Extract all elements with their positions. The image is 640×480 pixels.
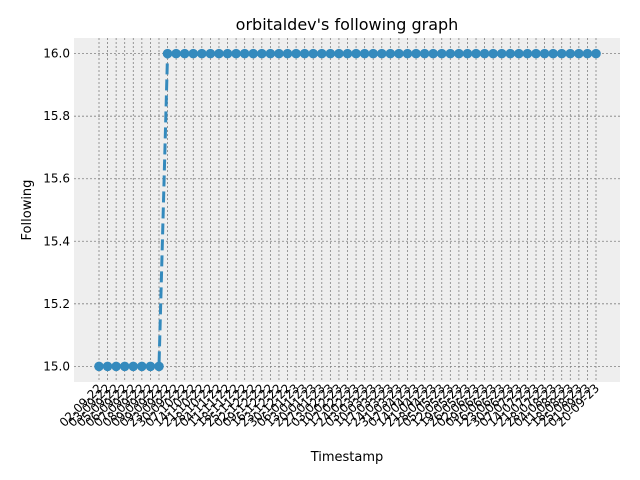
data-point (257, 48, 267, 59)
data-point (454, 48, 464, 59)
data-point (385, 48, 396, 59)
data-point (514, 48, 524, 59)
data-point (334, 48, 344, 59)
data-point (274, 48, 284, 59)
data-point (368, 48, 379, 59)
data-point (565, 48, 576, 59)
y-axis-ticks: 15.0 15.2 15.4 15.6 15.8 16.0 (43, 47, 70, 374)
data-point (188, 48, 199, 59)
x-axis-ticks: 02-09-2203-09-2205-09-2206-09-2207-09-22… (57, 381, 602, 429)
plot-area (74, 38, 620, 382)
data-point (179, 48, 190, 59)
data-point (205, 48, 216, 59)
data-point (308, 48, 319, 59)
data-point (299, 48, 310, 59)
data-point (265, 48, 276, 59)
data-point (522, 48, 533, 59)
data-point (531, 48, 541, 59)
data-point (479, 48, 490, 59)
data-point (119, 361, 130, 372)
data-point (496, 48, 507, 59)
data-point (582, 48, 593, 59)
data-point (94, 361, 104, 372)
data-point (394, 48, 404, 59)
data-point (137, 361, 147, 372)
data-point (325, 48, 336, 59)
data-point (462, 48, 473, 59)
data-point (154, 361, 164, 372)
data-point (419, 48, 430, 59)
data-point (316, 48, 327, 59)
data-point (248, 48, 259, 59)
y-tick-label: 16.0 (43, 47, 70, 61)
data-point (282, 48, 293, 59)
y-tick-label: 15.0 (43, 359, 70, 373)
y-tick-label: 15.4 (43, 234, 70, 248)
y-tick-label: 15.8 (43, 109, 70, 123)
data-point (171, 48, 181, 59)
data-point (488, 48, 498, 59)
x-axis-label: Timestamp (310, 450, 384, 465)
data-point (197, 48, 207, 59)
y-tick-label: 15.6 (43, 172, 70, 186)
data-point (231, 48, 241, 59)
data-point (359, 48, 370, 59)
data-point (128, 361, 139, 372)
data-point (445, 48, 456, 59)
data-point (471, 48, 481, 59)
data-point (428, 48, 438, 59)
data-point (539, 48, 550, 59)
data-point (291, 48, 301, 59)
data-point (342, 48, 353, 59)
grid (74, 38, 620, 382)
data-point (102, 361, 113, 372)
data-point (351, 48, 361, 59)
y-axis-label: Following (20, 180, 35, 241)
series-layer (94, 48, 601, 372)
data-point (145, 361, 156, 372)
data-point (222, 48, 233, 59)
data-point (436, 48, 447, 59)
data-point (411, 48, 421, 59)
data-point (505, 48, 516, 59)
data-point (376, 48, 387, 59)
data-point (111, 361, 121, 372)
chart-title: orbitaldev's following graph (236, 15, 459, 34)
data-point (402, 48, 413, 59)
data-point (574, 48, 584, 59)
data-point (162, 48, 173, 59)
data-point (591, 48, 601, 59)
data-point (239, 48, 250, 59)
data-point (548, 48, 558, 59)
data-point (214, 48, 224, 59)
y-tick-label: 15.2 (43, 297, 70, 311)
data-point (556, 48, 567, 59)
